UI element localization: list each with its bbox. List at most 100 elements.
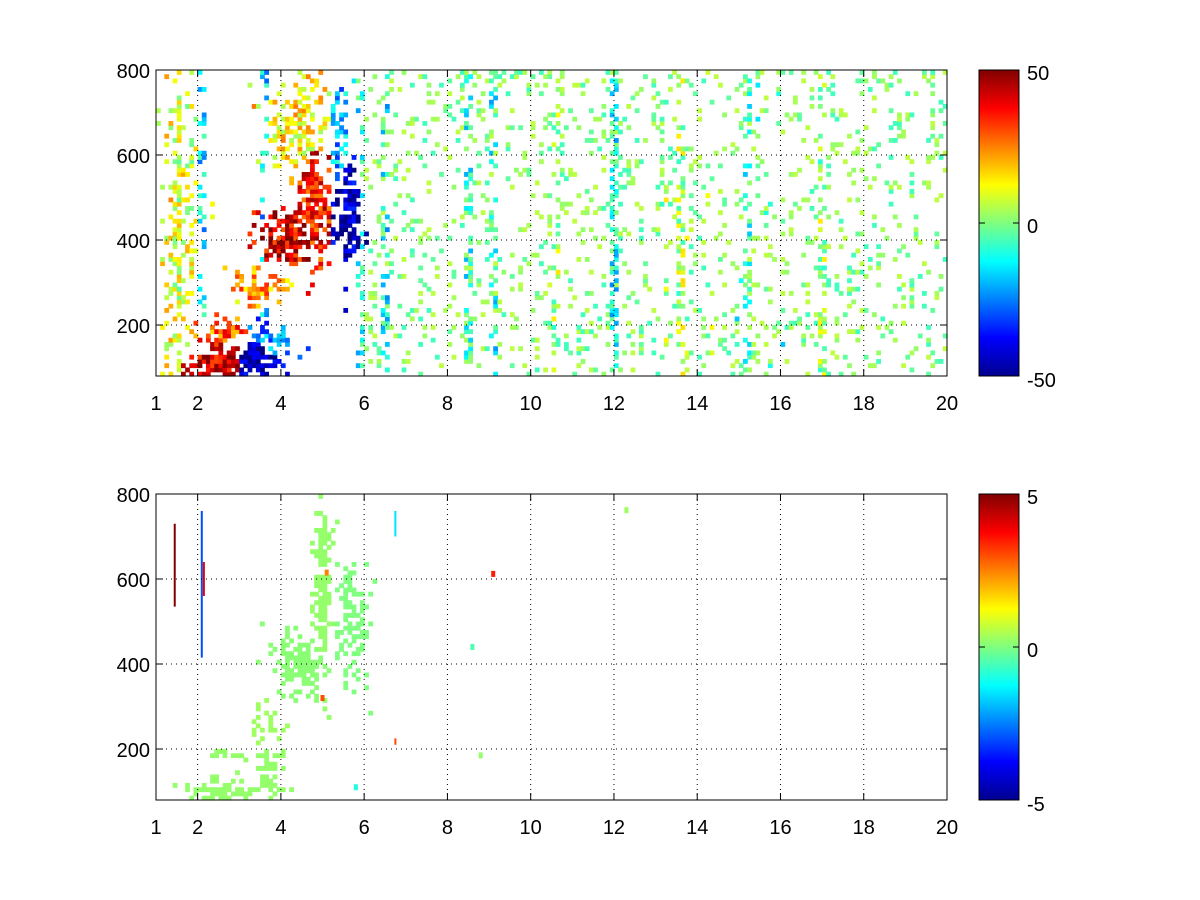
top-heat-cell xyxy=(817,159,823,165)
top-heat-cell xyxy=(443,223,449,228)
top-heat-cell xyxy=(693,91,698,97)
top-heat-cell xyxy=(942,70,948,75)
top-heat-cell xyxy=(264,320,269,326)
top-heat-cell xyxy=(214,359,220,364)
bottom-heat-cell xyxy=(343,600,349,606)
top-heat-cell xyxy=(359,172,365,177)
top-heat-cell xyxy=(297,240,303,245)
top-heat-cell xyxy=(697,214,702,220)
bottom-heat-cell xyxy=(255,753,261,759)
top-heat-cell xyxy=(826,282,832,288)
top-heat-cell xyxy=(743,337,748,343)
top-heat-cell xyxy=(156,108,161,114)
top-heat-cell xyxy=(318,265,324,271)
top-heat-cell xyxy=(285,252,290,258)
top-heat-cell xyxy=(534,252,540,258)
top-heat-cell xyxy=(688,146,694,152)
top-heat-cell xyxy=(280,116,286,122)
top-heat-cell xyxy=(747,235,752,241)
top-heat-cell xyxy=(822,274,827,279)
top-heat-cell xyxy=(301,129,307,135)
bottom-heat-cell xyxy=(322,587,328,593)
top-heat-cell xyxy=(489,214,494,220)
bottom-heat-cell xyxy=(326,591,332,597)
bottom-heat-cell xyxy=(301,668,307,674)
top-heat-cell xyxy=(563,125,569,131)
bottom-heat-cell xyxy=(364,672,369,678)
top-heat-cell xyxy=(272,244,278,250)
top-heat-cell xyxy=(343,223,349,228)
top-heat-cell xyxy=(176,125,182,131)
top-heat-cell xyxy=(638,350,644,356)
top-heat-cell xyxy=(176,163,182,169)
bottom-heat-cell xyxy=(314,511,319,516)
top-heat-cell xyxy=(297,108,303,114)
top-heat-cell xyxy=(339,125,344,131)
top-heat-cell xyxy=(493,197,498,203)
top-heat-cell xyxy=(210,342,215,347)
top-heat-cell xyxy=(747,104,752,109)
bottom-heat-cell xyxy=(335,634,340,640)
top-heat-cell xyxy=(767,244,773,250)
top-heat-cell xyxy=(780,129,786,135)
top-heat-cell xyxy=(297,184,303,190)
top-heat-cell xyxy=(430,257,436,262)
bottom-heat-cell xyxy=(280,766,286,771)
top-heat-cell xyxy=(797,316,802,322)
top-heat-cell xyxy=(430,325,436,330)
bottom-x-tick-label: 20 xyxy=(936,817,958,839)
top-heat-cell xyxy=(326,184,332,190)
top-heat-cell xyxy=(680,265,686,271)
top-heat-cell xyxy=(534,295,540,301)
top-heat-cell xyxy=(418,235,424,241)
top-heat-cell xyxy=(847,329,852,335)
top-heat-cell xyxy=(480,116,486,122)
top-heat-cell xyxy=(863,244,869,250)
top-heat-cell xyxy=(264,248,269,254)
top-heat-cell xyxy=(230,354,236,360)
bottom-heat-cell xyxy=(214,787,220,793)
bottom-heat-cell xyxy=(222,753,228,759)
top-heat-cell xyxy=(668,201,673,207)
top-heat-cell xyxy=(172,286,178,292)
top-heat-cell xyxy=(563,346,569,352)
top-heatmap xyxy=(156,70,948,377)
top-heat-cell xyxy=(318,223,324,228)
top-heat-cell xyxy=(568,350,573,356)
top-heat-cell xyxy=(834,282,840,288)
top-heat-cell xyxy=(289,223,294,228)
bottom-heat-cell xyxy=(314,625,319,631)
top-heat-cell xyxy=(335,189,340,194)
top-heat-cell xyxy=(888,320,894,326)
top-heat-cell xyxy=(351,155,357,160)
bottom-heat-cell xyxy=(318,625,324,631)
bottom-heat-cell xyxy=(310,621,315,627)
top-heat-cell xyxy=(759,210,765,216)
top-heat-cell xyxy=(613,231,619,237)
top-heat-cell xyxy=(826,244,832,250)
top-heat-cell xyxy=(755,176,761,182)
top-heat-cell xyxy=(743,248,748,254)
top-heat-cell xyxy=(235,363,240,369)
top-heat-cell xyxy=(489,133,494,139)
top-heat-cell xyxy=(243,359,249,364)
top-heat-cell xyxy=(347,218,353,224)
top-heat-cell xyxy=(626,167,632,173)
top-heat-cell xyxy=(251,286,257,292)
top-heat-cell xyxy=(489,252,494,258)
top-heat-cell xyxy=(380,223,386,228)
top-heat-cell xyxy=(205,333,211,339)
top-heat-cell xyxy=(718,257,723,262)
bottom-heat-streak xyxy=(394,738,397,745)
top-heat-cell xyxy=(597,116,603,122)
bottom-heat-cell xyxy=(260,727,265,733)
bottom-heat-cell xyxy=(318,630,324,635)
top-heat-cell xyxy=(276,235,282,241)
top-heat-cell xyxy=(688,299,694,305)
top-heat-cell xyxy=(405,121,411,126)
top-heat-cell xyxy=(393,235,399,241)
top-heat-cell xyxy=(709,291,715,296)
top-heat-cell xyxy=(518,172,523,177)
top-heat-cell xyxy=(530,125,536,131)
top-heat-cell xyxy=(214,337,220,343)
